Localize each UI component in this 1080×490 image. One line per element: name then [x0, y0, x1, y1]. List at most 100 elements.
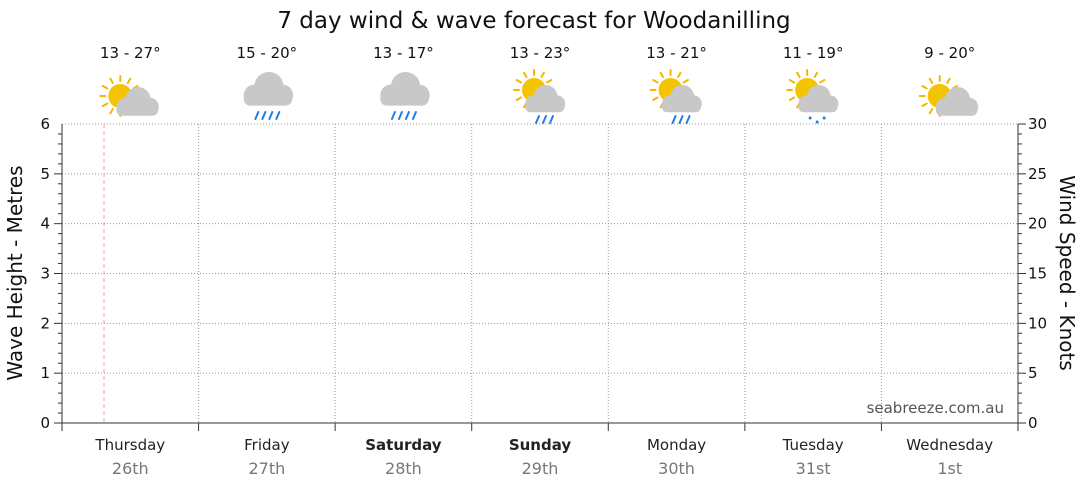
sun-ray: [946, 77, 951, 85]
partly-cloudy-icon: [99, 75, 159, 117]
rain-cloud-icon: [380, 72, 430, 120]
y-right-tick-label: 30: [1028, 115, 1047, 133]
y-right-tick-label: 5: [1028, 364, 1038, 382]
temperature-range: 11 - 19°: [783, 44, 844, 62]
raindrop: [275, 111, 281, 120]
grid-layer: [62, 123, 1018, 423]
drizzle-dot: [808, 116, 812, 120]
sun-cloud-rain-icon: [513, 69, 566, 124]
sun-ray: [928, 107, 934, 115]
y-right-tick-label: 0: [1028, 414, 1038, 432]
day-column-friday: 15 - 20° Friday 27th: [237, 44, 298, 478]
sun-ray: [819, 79, 826, 84]
sun-ray: [523, 71, 528, 79]
y-right-tick-label: 25: [1028, 165, 1047, 183]
y-left-tick-label: 3: [40, 265, 50, 283]
sun-ray: [652, 79, 659, 84]
y-right-tick-label: 10: [1028, 314, 1047, 332]
y-left-tick-label: 4: [40, 215, 50, 233]
y-left-tick-label: 1: [40, 364, 50, 382]
y-right-tick-label: 15: [1028, 265, 1047, 283]
temperature-range: 13 - 23°: [510, 44, 571, 62]
sun-ray: [788, 79, 796, 84]
raindrop: [268, 111, 274, 120]
day-layer: 13 - 27° Thursday 26th 15 - 20° Friday 27th 13…: [94, 44, 993, 478]
chart-title: 7 day wind & wave forecast for Woodanill…: [277, 8, 790, 34]
sun-ray: [545, 79, 553, 84]
raindrop: [685, 115, 691, 124]
sun-ray: [921, 102, 928, 107]
partly-cloudy-icon: [918, 75, 979, 117]
day-date: 28th: [385, 459, 422, 478]
day-name: Wednesday: [906, 436, 993, 454]
sun-ray: [652, 96, 659, 101]
y-left-tick-label: 5: [40, 165, 50, 183]
raindrop: [261, 111, 267, 120]
sun-ray: [813, 71, 819, 79]
y-right-axis-title: Wind Speed - Knots: [1055, 175, 1079, 371]
cloud-base: [798, 102, 838, 113]
sun-ray: [515, 96, 523, 101]
day-name: Monday: [647, 436, 706, 454]
sun-ray: [796, 71, 801, 79]
sun-ray: [682, 79, 689, 84]
cloud-base: [116, 105, 158, 116]
rain-cloud-icon: [243, 72, 294, 120]
day-date: 30th: [658, 459, 695, 478]
y-right-tick-label: 20: [1028, 215, 1047, 233]
y-left-tick-label: 2: [40, 314, 50, 332]
day-name: Sunday: [509, 436, 572, 454]
raindrop: [671, 115, 677, 124]
day-date: 31st: [796, 459, 831, 478]
temperature-range: 15 - 20°: [237, 44, 298, 62]
sun-ray: [109, 77, 114, 85]
raindrop: [390, 111, 396, 120]
raindrop: [254, 111, 260, 120]
raindrop: [404, 111, 410, 120]
drizzle-dot: [822, 116, 826, 120]
day-name: Thursday: [94, 436, 165, 454]
temperature-range: 13 - 27°: [100, 44, 161, 62]
day-column-thursday: 13 - 27° Thursday 26th: [94, 44, 165, 478]
sun-ray: [515, 79, 523, 84]
sun-ray: [126, 77, 132, 85]
raindrop: [549, 115, 554, 124]
day-column-tuesday: 11 - 19° Tuesday 31st: [782, 44, 844, 478]
raindrop: [411, 111, 417, 120]
cloud-base: [525, 102, 565, 113]
day-name: Friday: [244, 436, 290, 454]
sun-ray: [101, 102, 109, 107]
day-name: Saturday: [365, 436, 442, 454]
drizzle-dot: [815, 120, 819, 124]
temperature-range: 13 - 21°: [646, 44, 707, 62]
sun-cloud-drizzle-icon: [786, 69, 839, 124]
sun-ray: [677, 71, 682, 79]
axis-layer: 0 1 2 3 4 5 6 0 5 10 15 20 25 30: [40, 115, 1047, 432]
raindrop: [397, 111, 403, 120]
y-left-tick-label: 0: [40, 414, 50, 432]
cloud-base: [661, 102, 701, 113]
sun-ray: [109, 107, 114, 115]
raindrop: [535, 115, 540, 124]
day-date: 26th: [112, 459, 149, 478]
sun-ray: [659, 71, 665, 79]
raindrop: [678, 115, 684, 124]
day-column-monday: 13 - 21° Monday 30th: [646, 44, 707, 478]
day-date: 29th: [522, 459, 559, 478]
sun-ray: [928, 77, 934, 85]
cloud-base: [380, 93, 429, 106]
day-name: Tuesday: [782, 436, 844, 454]
watermark: seabreeze.com.au: [867, 399, 1004, 417]
day-date: 27th: [248, 459, 285, 478]
day-column-wednesday: 9 - 20° Wednesday 1st: [906, 44, 993, 478]
sun-cloud-rain-icon: [649, 69, 702, 124]
day-column-saturday: 13 - 17° Saturday 28th: [365, 44, 442, 478]
sun-ray: [101, 85, 109, 90]
sun-ray: [788, 96, 796, 101]
cloud-base: [243, 93, 293, 106]
sun-ray: [540, 71, 545, 79]
day-date: 1st: [937, 459, 962, 478]
y-left-axis-title: Wave Height - Metres: [3, 165, 27, 380]
temperature-range: 13 - 17°: [373, 44, 434, 62]
